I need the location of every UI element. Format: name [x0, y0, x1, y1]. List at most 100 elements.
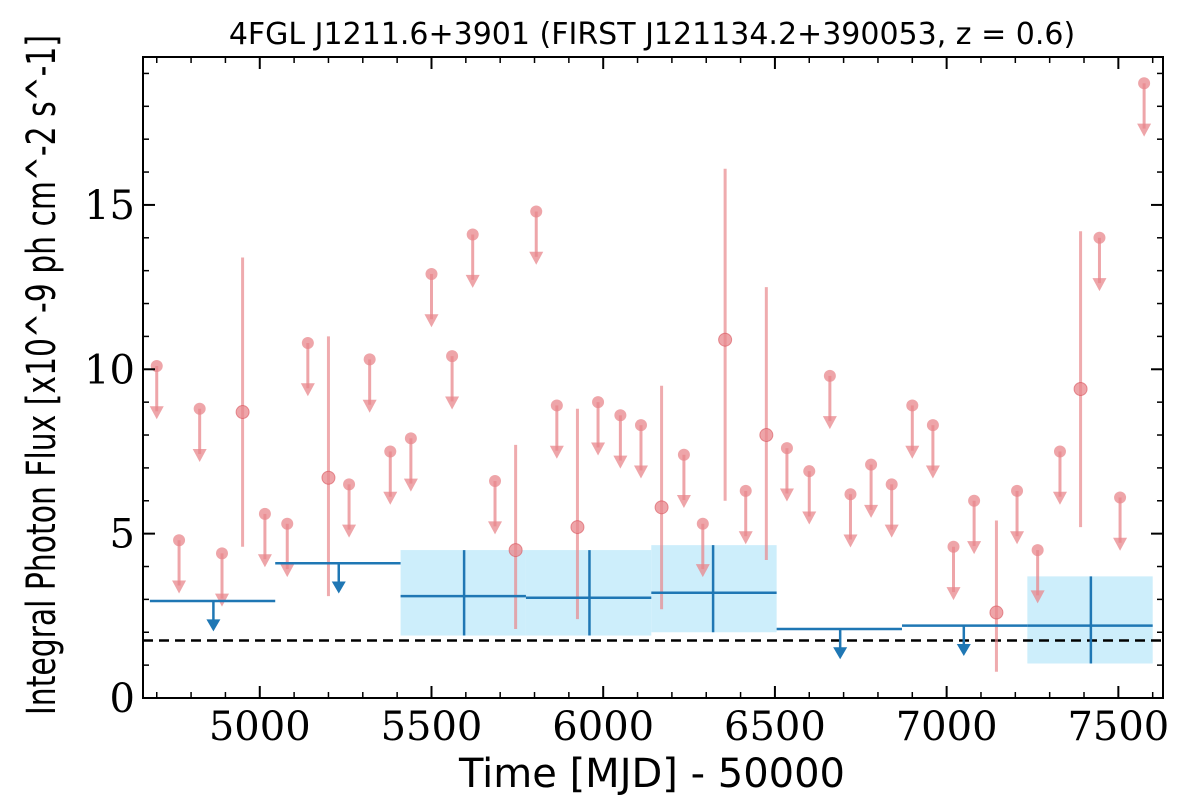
fine-upper-limit-arrow	[925, 465, 940, 479]
fine-upper-limit-arrow	[403, 478, 418, 492]
fine-detection-point	[321, 470, 336, 485]
fine-upper-limit-arrow	[1052, 491, 1067, 505]
fine-upper-limit-arrow	[613, 455, 628, 469]
fine-upper-limit-point	[425, 267, 438, 280]
fine-detection-point	[1073, 382, 1088, 397]
fine-detection-point	[654, 500, 669, 515]
fine-upper-limit-point	[780, 442, 793, 455]
fine-upper-limit-arrow	[738, 531, 753, 545]
fine-upper-limit-arrow	[779, 488, 794, 502]
fine-upper-limit-arrow	[172, 580, 187, 594]
y-tick-label: 5	[110, 512, 135, 558]
fine-upper-limit-arrow	[383, 491, 398, 505]
x-tick-label: 5500	[381, 704, 483, 750]
fine-upper-limit-arrow	[676, 495, 691, 509]
coarse-upper-limit-arrow	[956, 643, 971, 656]
fine-upper-limit-point	[404, 432, 417, 445]
fine-upper-limit-arrow	[884, 524, 899, 538]
fine-upper-limit-point	[823, 369, 836, 382]
fine-upper-limit-point	[363, 353, 376, 366]
fine-upper-limit-point	[739, 484, 752, 497]
fine-upper-limit-point	[281, 517, 294, 530]
fine-upper-limit-arrow	[905, 445, 920, 459]
fine-upper-limit-point	[592, 396, 605, 409]
fine-upper-limit-arrow	[1113, 537, 1128, 551]
y-tick-label: 10	[84, 347, 135, 393]
y-tick-label: 0	[110, 676, 135, 722]
fine-upper-limit-point	[1138, 77, 1151, 90]
x-axis-title: Time [MJD] - 50000	[458, 751, 845, 797]
fine-upper-limit-arrow	[946, 587, 961, 601]
fine-upper-limit-point	[343, 478, 356, 491]
fine-upper-limit-point	[530, 205, 543, 218]
fine-upper-limit-point	[947, 540, 960, 553]
fine-upper-limit-point	[865, 458, 878, 471]
fine-upper-limit-point	[885, 478, 898, 491]
fine-upper-limit-point	[301, 336, 314, 349]
fine-upper-limit-arrow	[1030, 590, 1045, 604]
fine-upper-limit-point	[258, 507, 271, 520]
fine-upper-limit-arrow	[488, 521, 503, 535]
fine-upper-limit-arrow	[280, 564, 295, 578]
x-tick-label: 7500	[1067, 704, 1169, 750]
fine-upper-limit-point	[384, 445, 397, 458]
plot-frame	[142, 56, 1164, 699]
fine-upper-limit-point	[634, 419, 647, 432]
fine-upper-limit-arrow	[529, 251, 544, 265]
fine-upper-limit-arrow	[342, 524, 357, 538]
fine-detection-point	[235, 405, 250, 420]
fine-upper-limit-arrow	[424, 314, 439, 328]
fine-upper-limit-arrow	[1010, 531, 1025, 545]
fine-upper-limit-point	[1093, 231, 1106, 244]
fine-upper-limit-point	[926, 419, 939, 432]
fine-upper-limit-arrow	[591, 442, 606, 456]
fine-upper-limit-point	[677, 448, 690, 461]
coarse-upper-limit-arrow	[331, 581, 346, 594]
fine-upper-limit-point	[803, 465, 816, 478]
coarse-upper-limit-arrow	[833, 647, 848, 660]
fine-upper-limit-arrow	[802, 511, 817, 525]
fine-upper-limit-point	[844, 488, 857, 501]
fine-detection-point	[718, 332, 733, 347]
fine-upper-limit-point	[489, 475, 502, 488]
fine-upper-limit-point	[614, 409, 627, 422]
fine-upper-limit-arrow	[967, 541, 982, 555]
fine-upper-limit-point	[446, 350, 459, 363]
y-axis-title: Integral Photon Flux [x10^-9 ph cm^-2 s^…	[19, 35, 65, 715]
fine-upper-limit-arrow	[695, 564, 710, 578]
fine-detection-point	[989, 605, 1004, 620]
fine-detection-point	[570, 520, 585, 535]
fine-upper-limit-point	[1031, 544, 1044, 557]
fine-upper-limit-arrow	[843, 534, 858, 548]
fine-upper-limit-arrow	[192, 449, 207, 463]
x-tick-label: 6500	[724, 704, 826, 750]
fine-upper-limit-point	[215, 547, 228, 560]
fine-upper-limit-point	[466, 228, 479, 241]
fine-upper-limit-point	[550, 399, 563, 412]
fine-detection-point	[759, 428, 774, 443]
y-tick-label: 15	[84, 183, 135, 229]
coarse-upper-limit-arrow	[206, 619, 221, 632]
fine-upper-limit-arrow	[549, 445, 564, 459]
x-tick-label: 5000	[209, 704, 311, 750]
fine-detection-point	[508, 543, 523, 558]
chart-title: 4FGL J1211.6+3901 (FIRST J121134.2+39005…	[229, 17, 1075, 52]
fine-upper-limit-point	[193, 402, 206, 415]
fine-upper-limit-point	[173, 534, 186, 547]
plot-area: 5000 5500 6000 6500 7000 7500 0 5 10 15	[84, 56, 1169, 750]
fine-upper-limit-arrow	[300, 383, 315, 397]
fine-upper-limit-arrow	[1137, 123, 1152, 137]
x-tick-label: 6000	[552, 704, 654, 750]
fine-upper-limit-arrow	[1092, 278, 1107, 292]
x-tick-label: 7000	[896, 704, 998, 750]
fine-upper-limit-point	[696, 517, 709, 530]
fine-upper-limit-point	[906, 399, 919, 412]
fine-upper-limit-point	[1114, 491, 1127, 504]
fine-upper-limit-arrow	[633, 465, 648, 479]
fine-upper-limit-arrow	[864, 504, 879, 518]
fine-upper-limit-arrow	[445, 396, 460, 410]
fine-upper-limit-point	[968, 494, 981, 507]
fine-upper-limit-arrow	[465, 274, 480, 288]
fine-upper-limit-arrow	[257, 554, 272, 568]
